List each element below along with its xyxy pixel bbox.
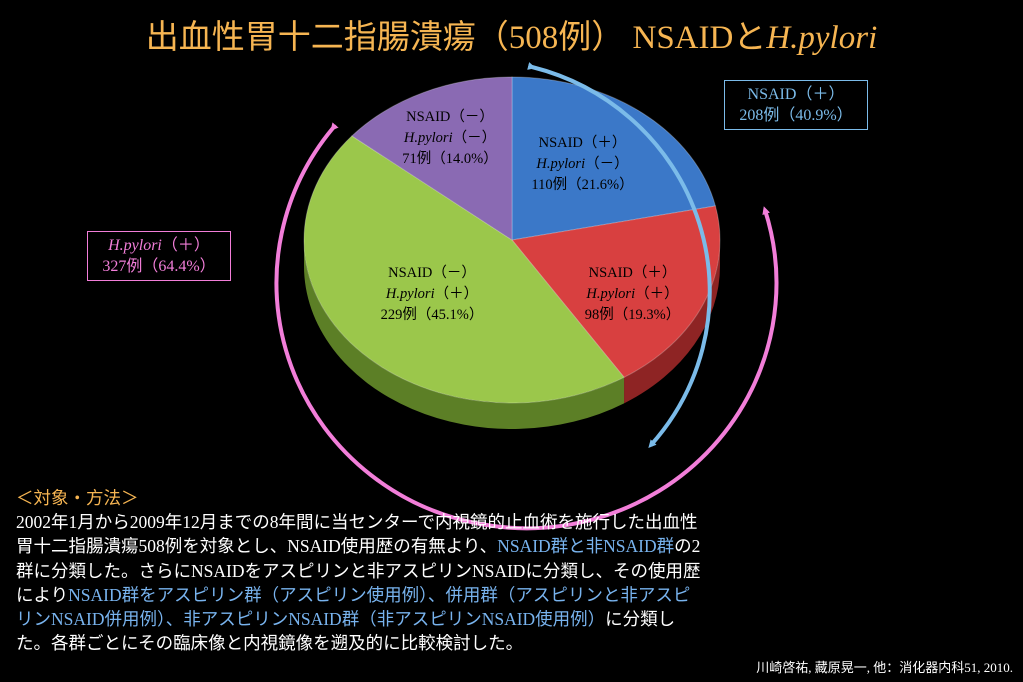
page-title: 出血性胃十二指腸潰瘍（508例） NSAIDとH.pylori	[0, 10, 1023, 58]
slice-label-sign: （＋）	[635, 286, 679, 302]
slice-label-line: H.pylori（＋）	[357, 284, 507, 305]
group-box-sign: （＋）	[161, 237, 210, 254]
nsaid-positive-group-box: NSAID（＋） 208例（40.9%）	[724, 80, 868, 130]
slice-label-nsaid-pos-hp-neg: NSAID（＋） H.pylori（－） 110例（21.6%）	[510, 133, 655, 196]
group-box-count: 208例（40.9%）	[739, 107, 853, 124]
slice-label-count: 110例（21.6%）	[531, 177, 634, 193]
citation: 川崎啓祐, 藏原晃一, 他：消化器内科51, 2010.	[756, 660, 1013, 675]
slice-label-line: NSAID（＋）	[538, 135, 627, 151]
slice-label-nsaid-neg-hp-neg: NSAID（－） H.pylori（－） 71例（14.0%）	[385, 107, 515, 170]
slice-label-nsaid-pos-hp-pos: NSAID（＋） H.pylori（＋） 98例（19.3%）	[560, 263, 705, 326]
slice-label-nsaid-neg-hp-pos: NSAID（－） H.pylori（＋） 229例（45.1%）	[357, 263, 507, 326]
slice-label-count: 229例（45.1%）	[380, 307, 484, 323]
slice-label-line: H.pylori（＋）	[560, 284, 705, 305]
hpylori-group-arrow	[274, 122, 779, 531]
slice-label-line: NSAID（－）	[388, 265, 476, 281]
slice-label-hp: H.pylori	[536, 156, 586, 172]
slice-label-sign: （－）	[452, 130, 497, 146]
methods-body: 2002年1月から2009年12月までの8年間に当センターで内視鏡的止血術を施行…	[16, 510, 706, 655]
methods-text: に分類した。各群ごとにその臨床像と内視鏡像を遡及的に比較検討した。	[16, 609, 676, 654]
slice-label-hp: H.pylori	[385, 286, 435, 302]
group-box-hp: H.pylori	[108, 237, 162, 254]
methods-section: ＜対象・方法＞ 2002年1月から2009年12月までの8年間に当センターで内視…	[16, 486, 706, 655]
slice-label-line: H.pylori（－）	[385, 128, 515, 149]
group-box-count: 327例（64.4%）	[102, 258, 216, 275]
slice-label-line: H.pylori（－）	[510, 154, 655, 175]
methods-heading: ＜対象・方法＞	[16, 488, 139, 508]
title-hpylori: H.pylori	[766, 20, 878, 56]
group-box-line: NSAID（＋）	[747, 86, 845, 103]
title-nsaid: NSAIDと	[632, 20, 767, 56]
slice-label-count: 98例（19.3%）	[584, 307, 681, 323]
methods-highlight: NSAID群と非NSAID群	[497, 536, 675, 557]
slice-label-sign: （－）	[585, 156, 629, 172]
methods-highlight: NSAID群をアスピリン群（アスピリン使用例）、併用群（アスピリンと非アスピリン…	[16, 584, 691, 630]
slice-label-hp: H.pylori	[586, 286, 636, 302]
methods-text: 2002年1月から2009年12月までの8年間に当センターで内視鏡的止血術を施行…	[16, 512, 698, 557]
slice-label-sign: （＋）	[434, 286, 479, 302]
slice-nsaid-neg-hp-pos-side	[304, 240, 625, 429]
title-main: 出血性胃十二指腸潰瘍（508例）	[145, 20, 625, 56]
group-box-line: H.pylori（＋）	[96, 235, 222, 256]
hpylori-positive-group-box: H.pylori（＋） 327例（64.4%）	[87, 231, 231, 281]
slice-label-line: NSAID（－）	[406, 109, 494, 125]
slice-label-count: 71例（14.0%）	[402, 151, 498, 167]
slice-label-line: NSAID（＋）	[588, 265, 677, 281]
methods-text: の2群に分類した。さらにNSAIDをアスピリンと非アスピリンNSAIDに分類し、…	[16, 536, 701, 605]
slice-label-hp: H.pylori	[403, 130, 453, 146]
nsaid-group-arrow	[527, 62, 712, 448]
